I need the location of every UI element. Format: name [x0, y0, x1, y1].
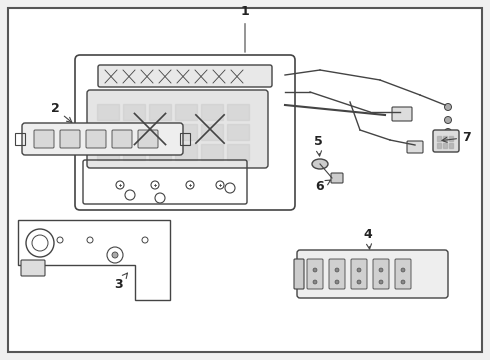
Circle shape: [444, 117, 451, 123]
FancyBboxPatch shape: [407, 141, 423, 153]
Ellipse shape: [312, 159, 328, 169]
Circle shape: [313, 268, 317, 272]
Polygon shape: [97, 124, 119, 140]
Polygon shape: [175, 124, 197, 140]
Polygon shape: [449, 143, 453, 148]
Text: 1: 1: [241, 5, 249, 52]
Circle shape: [335, 268, 339, 272]
Polygon shape: [227, 104, 249, 120]
FancyBboxPatch shape: [34, 130, 54, 148]
Polygon shape: [123, 144, 145, 160]
FancyBboxPatch shape: [22, 123, 183, 155]
Circle shape: [379, 268, 383, 272]
Polygon shape: [201, 144, 223, 160]
FancyBboxPatch shape: [395, 259, 411, 289]
Circle shape: [444, 129, 451, 135]
Circle shape: [401, 280, 405, 284]
Polygon shape: [175, 144, 197, 160]
Polygon shape: [97, 104, 119, 120]
Circle shape: [112, 252, 118, 258]
Circle shape: [379, 280, 383, 284]
FancyBboxPatch shape: [98, 65, 272, 87]
FancyBboxPatch shape: [433, 130, 459, 152]
Bar: [15, 133, 25, 145]
Polygon shape: [97, 144, 119, 160]
Circle shape: [335, 280, 339, 284]
Text: 7: 7: [442, 131, 471, 144]
Polygon shape: [449, 136, 453, 141]
FancyBboxPatch shape: [329, 259, 345, 289]
Circle shape: [357, 268, 361, 272]
Text: 4: 4: [364, 228, 372, 249]
FancyBboxPatch shape: [392, 107, 412, 121]
Text: 6: 6: [316, 180, 331, 193]
Polygon shape: [201, 124, 223, 140]
Polygon shape: [123, 104, 145, 120]
Polygon shape: [227, 124, 249, 140]
FancyBboxPatch shape: [294, 259, 304, 289]
FancyBboxPatch shape: [307, 259, 323, 289]
Circle shape: [313, 280, 317, 284]
FancyBboxPatch shape: [331, 173, 343, 183]
Polygon shape: [437, 136, 441, 141]
Polygon shape: [227, 144, 249, 160]
Polygon shape: [201, 104, 223, 120]
Text: 2: 2: [50, 102, 72, 122]
FancyBboxPatch shape: [60, 130, 80, 148]
Polygon shape: [437, 143, 441, 148]
FancyBboxPatch shape: [373, 259, 389, 289]
FancyBboxPatch shape: [87, 90, 268, 168]
FancyBboxPatch shape: [21, 260, 45, 276]
Circle shape: [357, 280, 361, 284]
Polygon shape: [149, 144, 171, 160]
FancyBboxPatch shape: [86, 130, 106, 148]
Text: 3: 3: [114, 273, 127, 291]
Polygon shape: [443, 143, 447, 148]
Circle shape: [401, 268, 405, 272]
Polygon shape: [175, 104, 197, 120]
Circle shape: [444, 104, 451, 111]
Polygon shape: [149, 104, 171, 120]
FancyBboxPatch shape: [351, 259, 367, 289]
FancyBboxPatch shape: [297, 250, 448, 298]
Polygon shape: [123, 124, 145, 140]
Polygon shape: [149, 124, 171, 140]
Text: 5: 5: [314, 135, 322, 156]
FancyBboxPatch shape: [138, 130, 158, 148]
Bar: [180, 133, 190, 145]
FancyBboxPatch shape: [112, 130, 132, 148]
Polygon shape: [443, 136, 447, 141]
